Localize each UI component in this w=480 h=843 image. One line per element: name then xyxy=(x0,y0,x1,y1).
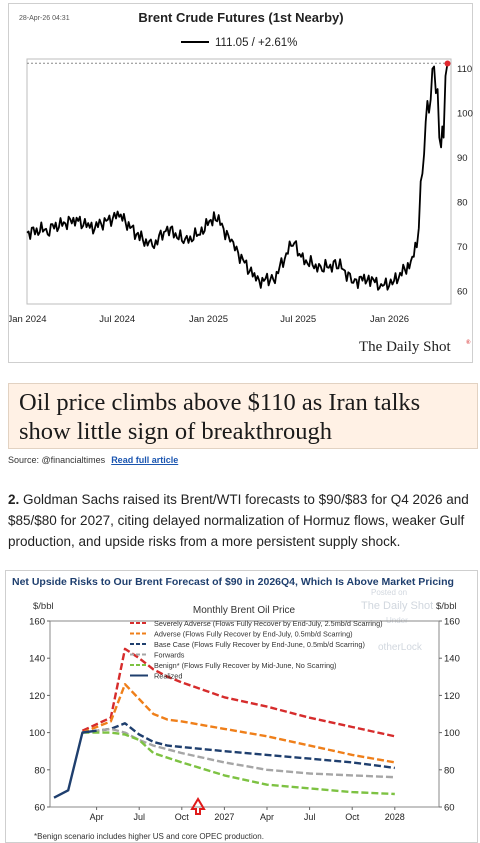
right-y-tick-label: 140 xyxy=(444,654,460,665)
x-tick-label: Apr xyxy=(260,812,274,822)
chart-title: Brent Crude Futures (1st Nearby) xyxy=(138,10,343,25)
brand-logo: The Daily Shot xyxy=(359,339,451,355)
left-y-tick-label: 100 xyxy=(29,728,45,739)
x-tick-label: Jul xyxy=(133,812,145,822)
left-y-tick-label: 160 xyxy=(29,617,45,628)
red-arrow-annotation xyxy=(190,797,206,815)
legend-entry: Adverse (Flows Fully Recover by End-July… xyxy=(154,630,353,639)
legend-label: 111.05 / +2.61% xyxy=(215,37,297,49)
series-line xyxy=(82,731,395,796)
chart-timestamp: 28-Apr-26 04:31 xyxy=(19,15,70,22)
x-tick-label: Oct xyxy=(345,812,360,822)
left-y-tick-label: 120 xyxy=(29,691,45,702)
source-label: Source: @financialtimes xyxy=(8,455,106,465)
right-axis-label: $/bbl xyxy=(436,601,457,612)
x-tick-label: Jan 2025 xyxy=(189,314,228,325)
brent-price-line xyxy=(26,63,449,291)
left-axis-label: $/bbl xyxy=(33,601,54,612)
article-source: Source: @financialtimes Read full article xyxy=(8,455,178,465)
legend-entry: Base Case (Flows Fully Recover by End-Ju… xyxy=(154,640,365,649)
item-number: 2. xyxy=(8,492,20,507)
legend-entry: Realized xyxy=(154,672,182,681)
x-tick-label: Jul 2025 xyxy=(280,314,316,325)
watermark-text: otherLock xyxy=(378,642,423,653)
x-tick-label: Jul 2024 xyxy=(99,314,135,325)
brent-futures-chart-card: 28-Apr-26 04:31 Brent Crude Futures (1st… xyxy=(8,3,473,363)
goldman-forecast-chart: Net Upside Risks to Our Brent Forecast o… xyxy=(12,576,460,841)
right-y-tick-label: 60 xyxy=(444,803,455,814)
x-tick-label: Jan 2026 xyxy=(370,314,409,325)
series-line xyxy=(81,647,396,738)
y-tick-label: 100 xyxy=(457,108,473,119)
series-line xyxy=(53,729,97,799)
x-tick-label: Jan 2024 xyxy=(9,314,47,325)
chart2-subtitle: Monthly Brent Oil Price xyxy=(193,605,296,616)
right-y-tick-label: 160 xyxy=(444,617,460,628)
chart2-footnote: *Benign scenario includes higher US and … xyxy=(34,832,264,841)
legend-entry: Forwards xyxy=(154,651,185,660)
x-tick-label: Apr xyxy=(90,812,104,822)
left-y-tick-label: 80 xyxy=(34,765,45,776)
y-tick-label: 80 xyxy=(457,198,468,209)
item-text: Goldman Sachs raised its Brent/WTI forec… xyxy=(8,492,469,549)
brand-registered-mark: ® xyxy=(466,339,471,346)
latest-price-marker xyxy=(444,60,451,67)
series-line xyxy=(81,682,396,764)
article-headline-box[interactable]: Oil price climbs above $110 as Iran talk… xyxy=(8,383,478,449)
plot-area xyxy=(26,58,452,305)
series-line xyxy=(82,727,395,779)
x-tick-label: 2028 xyxy=(385,812,405,822)
article-headline[interactable]: Oil price climbs above $110 as Iran talk… xyxy=(19,389,421,445)
left-y-tick-label: 60 xyxy=(34,803,45,814)
brent-futures-chart: 28-Apr-26 04:31 Brent Crude Futures (1st… xyxy=(9,10,473,355)
right-y-tick-label: 120 xyxy=(444,691,460,702)
x-tick-label: 2027 xyxy=(214,812,234,822)
x-tick-label: Jul xyxy=(304,812,316,822)
goldman-forecast-chart-card: Net Upside Risks to Our Brent Forecast o… xyxy=(5,570,478,843)
read-full-article-link[interactable]: Read full article xyxy=(111,455,179,465)
chart2-title: Net Upside Risks to Our Brent Forecast o… xyxy=(12,576,454,588)
y-tick-label: 90 xyxy=(457,153,468,164)
legend-entry: Severely Adverse (Flows Fully Recover by… xyxy=(154,619,383,628)
chart2-plot-frame xyxy=(49,620,440,808)
watermark-text: The Daily Shot xyxy=(361,600,433,612)
legend-entry: Benign* (Flows Fully Recover by Mid-June… xyxy=(154,661,337,670)
series-line xyxy=(82,722,395,770)
watermark-text: Posted on xyxy=(371,588,407,597)
y-tick-label: 70 xyxy=(457,242,468,253)
y-tick-label: 110 xyxy=(457,64,472,75)
right-y-tick-label: 100 xyxy=(444,728,460,739)
y-tick-label: 60 xyxy=(457,287,468,298)
x-tick-label: Oct xyxy=(175,812,190,822)
left-y-tick-label: 140 xyxy=(29,654,45,665)
right-y-tick-label: 80 xyxy=(444,765,455,776)
item-paragraph: 2. Goldman Sachs raised its Brent/WTI fo… xyxy=(8,489,476,552)
